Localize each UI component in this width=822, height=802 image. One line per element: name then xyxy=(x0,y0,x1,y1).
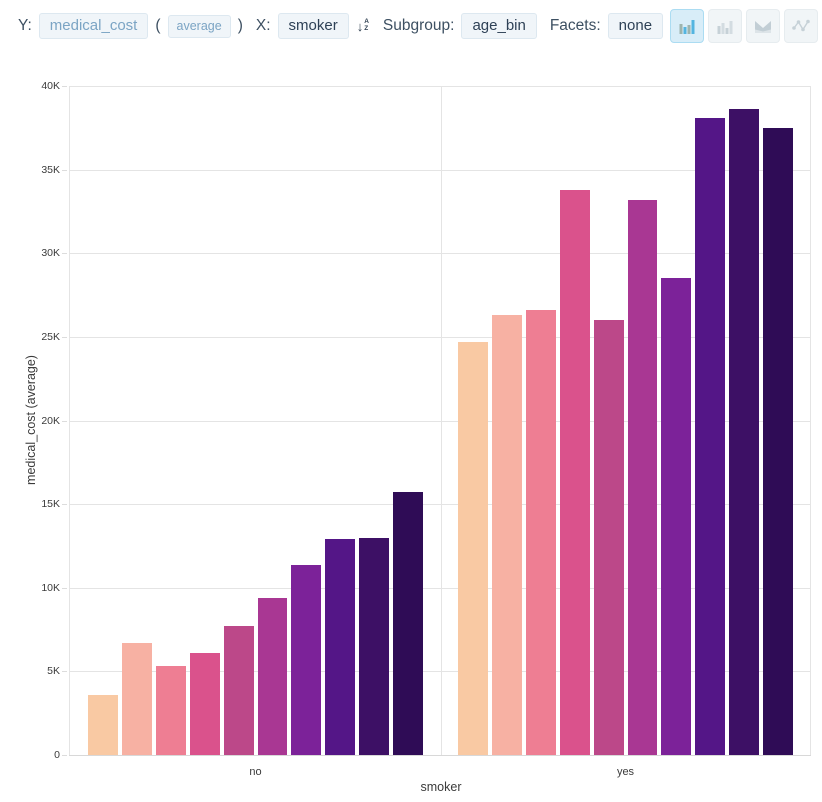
subgroup-label: Subgroup: xyxy=(382,17,455,34)
bar[interactable] xyxy=(763,127,794,755)
bar[interactable] xyxy=(458,341,488,755)
x-tick-label: no xyxy=(249,766,262,778)
line-scatter-chart-button[interactable] xyxy=(784,9,819,43)
y-tick-mark xyxy=(62,504,67,506)
y-tick-mark xyxy=(62,755,67,756)
bar[interactable] xyxy=(729,109,760,755)
paren-open: ( xyxy=(155,17,161,34)
y-tick-mark xyxy=(62,587,67,589)
y-tick-mark xyxy=(62,671,67,673)
bar[interactable] xyxy=(291,565,322,755)
y-tick-label: 5K xyxy=(47,665,60,678)
line-scatter-chart-icon xyxy=(792,19,810,32)
y-tick-mark xyxy=(62,169,67,171)
subgroup-field-chip[interactable]: age_bin xyxy=(461,13,537,39)
y-tick-label: 25K xyxy=(41,330,60,343)
area-chart-icon xyxy=(755,21,772,33)
y-tick-label: 20K xyxy=(41,414,60,427)
gridline xyxy=(69,671,811,673)
x-tick-label: yes xyxy=(616,766,635,778)
y-tick-mark xyxy=(62,336,67,338)
y-tick-mark xyxy=(62,86,67,87)
y-field-chip[interactable]: medical_cost xyxy=(38,13,149,39)
x-label: X: xyxy=(255,17,271,34)
bar[interactable] xyxy=(223,626,254,755)
gridline xyxy=(69,336,811,338)
area-chart-button[interactable] xyxy=(746,9,781,43)
y-tick-label: 10K xyxy=(41,581,60,594)
gridline xyxy=(69,169,811,171)
gridline xyxy=(69,504,811,506)
y-tick-label: 30K xyxy=(41,247,60,260)
facets-value-chip[interactable]: none xyxy=(607,13,664,39)
grouped-bar-chart-icon xyxy=(679,20,695,34)
bar[interactable] xyxy=(88,694,118,755)
gridline xyxy=(69,86,811,87)
gridline xyxy=(69,420,811,422)
x-axis-line xyxy=(69,755,811,756)
bar[interactable] xyxy=(593,320,624,755)
chart-type-switcher xyxy=(670,9,819,43)
bar[interactable] xyxy=(559,189,590,755)
bar-group-no xyxy=(88,492,424,755)
bar-group-yes xyxy=(458,109,794,755)
bar[interactable] xyxy=(121,642,152,755)
gridline xyxy=(69,253,811,255)
bar[interactable] xyxy=(661,278,692,755)
bar[interactable] xyxy=(325,539,356,755)
y-tick-label: 15K xyxy=(41,498,60,511)
stacked-bar-chart-button[interactable] xyxy=(708,9,743,43)
y-tick-label: 35K xyxy=(41,163,60,176)
y-label: Y: xyxy=(18,17,32,34)
gridline xyxy=(69,587,811,589)
bar[interactable] xyxy=(525,310,556,755)
facets-label: Facets: xyxy=(549,17,601,34)
y-tick-mark xyxy=(62,420,67,422)
plot-area xyxy=(69,86,811,756)
bar[interactable] xyxy=(491,315,522,755)
paren-close: ) xyxy=(237,17,243,34)
aggregation-chip[interactable]: average xyxy=(167,14,231,38)
stacked-bar-chart-icon xyxy=(717,21,733,34)
bar[interactable] xyxy=(257,597,288,755)
bar[interactable] xyxy=(155,666,186,755)
bar[interactable] xyxy=(627,199,658,755)
bar[interactable] xyxy=(189,652,220,755)
y-tick-label: 40K xyxy=(41,80,60,92)
x-field-chip[interactable]: smoker xyxy=(277,13,349,39)
grouped-bar-chart-button[interactable] xyxy=(670,9,705,43)
y-tick-label: 0 xyxy=(54,749,60,761)
chart-config-toolbar: Y: medical_cost ( average ) X: smoker ↓ … xyxy=(0,0,822,52)
x-axis-title: smoker xyxy=(420,780,462,794)
down-arrow-glyph: ↓ xyxy=(356,18,364,34)
y-tick-mark xyxy=(62,253,67,255)
bar[interactable] xyxy=(695,117,726,755)
bar[interactable] xyxy=(393,492,424,755)
bar[interactable] xyxy=(359,537,390,755)
